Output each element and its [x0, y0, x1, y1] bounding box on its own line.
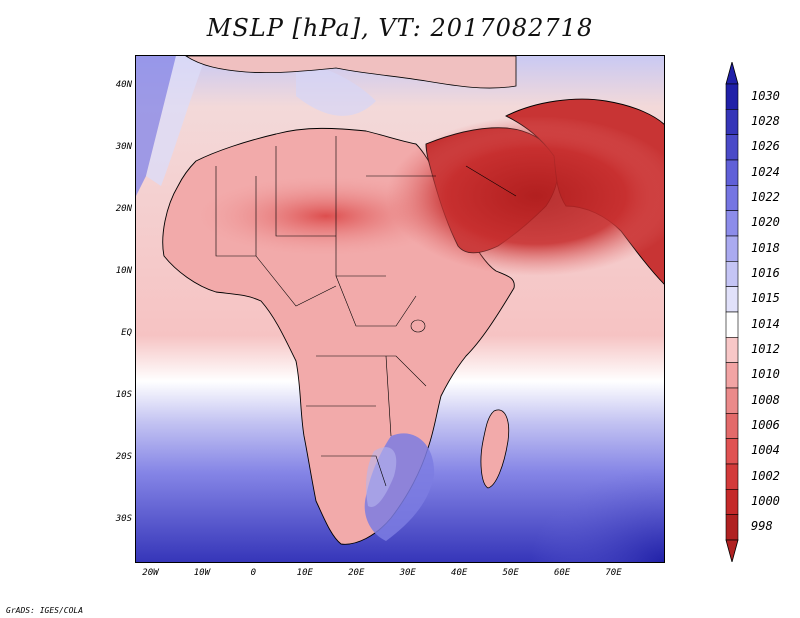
southern-africa-high-edge [366, 447, 397, 507]
colorbar-segment [725, 83, 739, 110]
colorbar-segment [725, 413, 739, 439]
colorbar-label: 1008 [751, 392, 780, 407]
atlantic-high-edge [146, 56, 206, 186]
colorbar-segment [725, 311, 739, 338]
colorbar-label: 1015 [751, 291, 780, 306]
colorbar-segment [725, 210, 739, 237]
colorbar-segment [725, 489, 739, 515]
lon-label: 20W [142, 568, 159, 578]
lon-label: 40E [451, 568, 468, 578]
lon-label: 0 [250, 568, 257, 578]
lon-label: 70E [605, 568, 622, 578]
chart-title: MSLP [hPa], VT: 2017082718 [206, 14, 594, 42]
lat-label: 30S [115, 513, 132, 524]
colorbar-segment [725, 337, 739, 363]
colorbar-top-arrow [725, 62, 739, 85]
colorbar-segment [725, 387, 739, 414]
lon-label: 10E [296, 568, 313, 578]
colorbar-segment [725, 134, 739, 161]
lon-label: 30E [399, 568, 416, 578]
lat-label: 30N [115, 141, 132, 152]
colorbar-segment [725, 261, 739, 287]
map-panel [135, 55, 665, 563]
colorbar-label: 1012 [751, 342, 780, 356]
colorbar-segment [725, 438, 739, 465]
colorbar-label: 1004 [751, 443, 780, 458]
colorbar-label: 1010 [751, 367, 780, 382]
colorbar-segment [725, 235, 739, 262]
pressure-map [136, 56, 664, 562]
colorbar-label: 1006 [751, 418, 780, 432]
lon-label: 20E [348, 568, 365, 578]
lat-label: 20S [115, 451, 132, 462]
colorbar-label: 1016 [751, 266, 780, 280]
monsoon-low [386, 116, 664, 276]
colorbar-label: 1022 [751, 190, 780, 204]
colorbar-segment [725, 514, 739, 541]
mediterranean-field [296, 61, 376, 116]
colorbar-segment [725, 362, 739, 389]
colorbar-label: 1028 [751, 114, 780, 128]
colorbar [725, 62, 739, 562]
colorbar-segment [725, 286, 739, 313]
colorbar-label: 1024 [751, 164, 780, 179]
lat-label: 40N [115, 79, 132, 90]
atlantic-high [136, 56, 176, 196]
colorbar-label: 1018 [751, 240, 780, 255]
lat-label: 20N [115, 203, 132, 214]
lon-label: 10W [193, 568, 211, 578]
lat-label: 10N [115, 265, 132, 276]
colorbar-label: 1020 [751, 215, 780, 230]
lat-label: 10S [115, 389, 132, 400]
colorbar-label: 1014 [751, 316, 780, 331]
colorbar-label: 1002 [751, 468, 780, 483]
colorbar-segment [725, 109, 739, 135]
lake-victoria [410, 319, 426, 333]
country-borders [215, 136, 517, 487]
lon-label: 60E [553, 568, 571, 578]
europe-land [185, 56, 517, 89]
colorbar-label: 1000 [751, 494, 780, 508]
colorbar-label: 1030 [751, 88, 780, 103]
colorbar-segment [725, 463, 739, 490]
colorbar-label: 1026 [751, 139, 780, 154]
madagascar [480, 409, 510, 489]
lon-label: 50E [502, 568, 519, 578]
lat-label: EQ [121, 327, 132, 338]
indian-ocean-high [516, 456, 664, 562]
colorbar-bottom-arrow [725, 539, 739, 562]
colorbar-segment [725, 159, 739, 186]
colorbar-label: 998 [751, 519, 773, 534]
footer-credit: GrADS: IGES/COLA [6, 606, 84, 615]
colorbar-segment [725, 185, 739, 211]
